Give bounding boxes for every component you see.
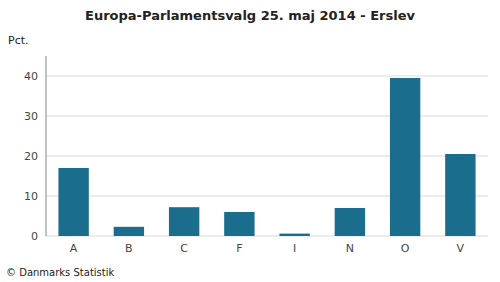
bar xyxy=(445,154,475,236)
y-tick-label: 20 xyxy=(24,150,38,163)
footer: © Danmarks Statistik xyxy=(6,267,115,278)
y-tick-label: 10 xyxy=(24,190,38,203)
bar xyxy=(169,207,199,236)
bar xyxy=(335,208,365,236)
grid-line xyxy=(46,196,488,197)
y-axis-line xyxy=(46,56,47,236)
grid-line xyxy=(46,116,488,117)
y-tick-label: 30 xyxy=(24,110,38,123)
title: Europa-Parlamentsvalg 25. maj 2014 - Ers… xyxy=(85,8,415,23)
y-tick-label: 40 xyxy=(24,70,38,83)
bar xyxy=(114,227,144,236)
chart-svg: Europa-Parlamentsvalg 25. maj 2014 - Ers… xyxy=(0,0,500,282)
bar xyxy=(224,212,254,236)
x-tick-label: F xyxy=(236,242,242,255)
x-tick-label: O xyxy=(401,242,410,255)
bar xyxy=(279,234,309,236)
x-tick-label: A xyxy=(70,242,78,255)
bar xyxy=(58,168,88,236)
chart-container: Europa-Parlamentsvalg 25. maj 2014 - Ers… xyxy=(0,0,500,282)
bar xyxy=(390,78,420,236)
grid-line xyxy=(46,156,488,157)
grid-line xyxy=(46,76,488,77)
grid xyxy=(46,76,488,236)
x-tick-label: V xyxy=(457,242,465,255)
grid-line xyxy=(46,236,488,237)
x-tick-label: B xyxy=(125,242,133,255)
x-tick-label: N xyxy=(346,242,354,255)
y-axis-label: Pct. xyxy=(8,34,29,47)
bars xyxy=(58,78,475,236)
x-tick-label: I xyxy=(293,242,296,255)
y-tick-label: 0 xyxy=(31,230,38,243)
x-tick-label: C xyxy=(180,242,188,255)
